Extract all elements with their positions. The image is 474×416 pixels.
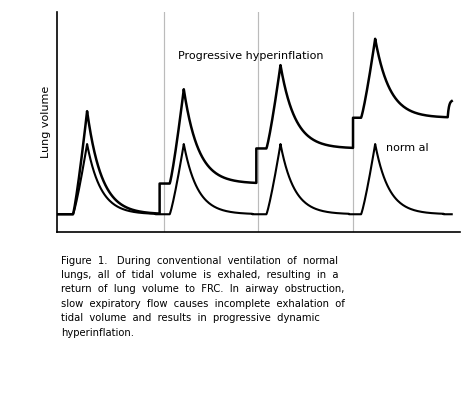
Text: norm al: norm al [386, 144, 428, 154]
Text: Progressive hyperinflation: Progressive hyperinflation [178, 51, 323, 61]
Text: Figure  1.   During  conventional  ventilation  of  normal
lungs,  all  of  tida: Figure 1. During conventional ventilatio… [61, 256, 345, 338]
Y-axis label: Lung volume: Lung volume [41, 86, 51, 158]
